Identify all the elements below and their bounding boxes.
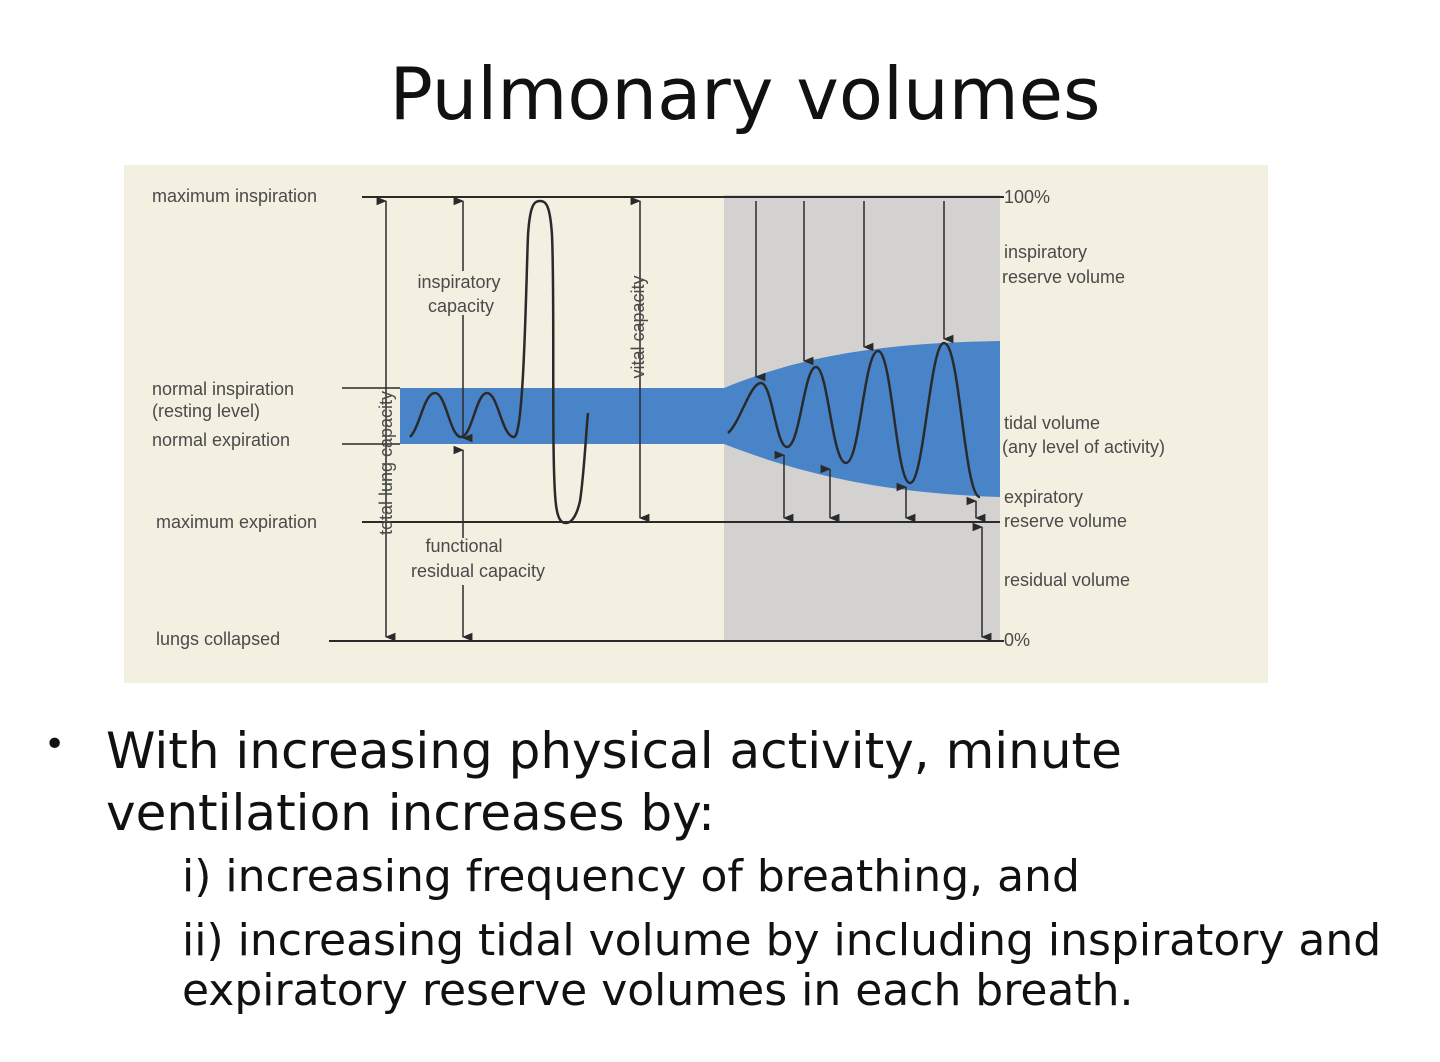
label-frc-1: functional	[425, 536, 502, 556]
label-resting-level: (resting level)	[152, 401, 260, 421]
label-normal-inspiration: normal inspiration	[152, 379, 294, 399]
activity-breath-trace	[727, 341, 981, 499]
label-maximum-expiration: maximum expiration	[156, 512, 317, 532]
lung-volume-diagram: maximum inspiration normal inspiration (…	[124, 165, 1268, 683]
label-residual-volume: residual volume	[1004, 570, 1130, 590]
label-inspiratory-capacity-1: inspiratory	[417, 272, 500, 292]
label-tidal-volume-2: (any level of activity)	[1002, 437, 1165, 457]
label-vital-capacity: vital capacity	[628, 275, 648, 378]
label-irv-2: reserve volume	[1002, 267, 1125, 287]
resting-tidal-band	[400, 388, 726, 444]
label-erv-1: expiratory	[1004, 487, 1083, 507]
label-0-percent: 0%	[1004, 630, 1030, 650]
bullet-main-text: With increasing physical activity, minut…	[106, 722, 1122, 842]
bullet-sub-item-2: ii) increasing tidal volume by including…	[182, 915, 1382, 1016]
label-normal-expiration: normal expiration	[152, 430, 290, 450]
bullet-marker: •	[44, 724, 66, 765]
label-frc-2: residual capacity	[411, 561, 545, 581]
label-tidal-volume-1: tidal volume	[1004, 413, 1100, 433]
label-maximum-inspiration: maximum inspiration	[152, 186, 317, 206]
bullet-sub-item-1: i) increasing frequency of breathing, an…	[182, 851, 1080, 902]
label-100-percent: 100%	[1004, 187, 1050, 207]
label-irv-1: inspiratory	[1004, 242, 1087, 262]
slide-title: Pulmonary volumes	[389, 52, 1101, 136]
label-total-lung-capacity: total lung capacity	[376, 391, 396, 535]
label-erv-2: reserve volume	[1004, 511, 1127, 531]
label-inspiratory-capacity-2: capacity	[428, 296, 494, 316]
label-lungs-collapsed: lungs collapsed	[156, 629, 280, 649]
lung-volume-svg: maximum inspiration normal inspiration (…	[124, 165, 1268, 683]
resting-breath-trace	[409, 199, 590, 525]
